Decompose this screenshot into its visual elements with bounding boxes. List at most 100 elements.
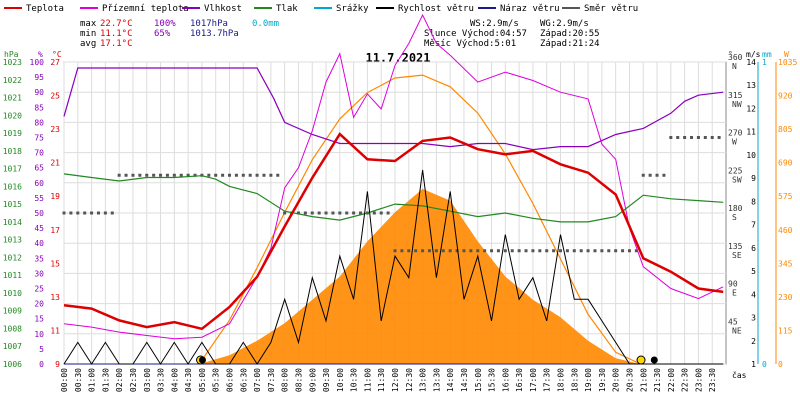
pct-tick: 0 <box>39 360 44 369</box>
wind-dir-point <box>510 249 514 253</box>
pct-tick: 5 <box>39 345 44 354</box>
x-tick: 04:00 <box>170 368 179 392</box>
wind-dir-point <box>545 249 549 253</box>
ms-tick: 9 <box>751 174 756 183</box>
x-tick: 06:00 <box>226 368 235 392</box>
wind-dir-point <box>76 211 80 215</box>
stat-value: 1013.7hPa <box>190 29 239 39</box>
ms-tick: 2 <box>751 337 756 346</box>
dir-tick-label: SW <box>732 175 742 184</box>
pct-tick: 55 <box>34 194 44 203</box>
wind-dir-point <box>138 173 142 177</box>
hpa-tick: 1011 <box>3 271 22 280</box>
axis-unit-label: W <box>784 50 789 59</box>
dir-tick: 315 <box>728 91 743 100</box>
celsius-tick: 9 <box>55 360 60 369</box>
humidity-line <box>63 67 724 151</box>
axis-unit-label: % <box>38 50 43 59</box>
wind-dir-point <box>683 136 687 139</box>
wind-dir-point <box>372 211 376 215</box>
wind-dir-point <box>145 173 149 177</box>
wind-dir-point <box>614 249 618 253</box>
wind-dir-point <box>186 173 190 177</box>
wind-dir-point <box>83 211 87 215</box>
pct-tick: 60 <box>34 179 44 188</box>
dir-tick-label: NW <box>732 100 742 109</box>
ms-tick: 7 <box>751 221 756 230</box>
ms-tick: 6 <box>751 244 756 253</box>
celsius-tick: 11 <box>50 326 60 335</box>
pct-tick: 70 <box>34 149 44 158</box>
x-tick: 15:00 <box>474 368 483 392</box>
wind-dir-point <box>483 249 487 253</box>
stat-moonset: Západ:21:24 <box>540 39 600 49</box>
x-tick: 03:00 <box>143 368 152 392</box>
ms-tick: 10 <box>746 151 756 160</box>
stat-value: 0.0mm <box>252 19 279 29</box>
wind-dir-point <box>255 173 259 177</box>
w-tick: 345 <box>778 259 793 268</box>
x-tick: 20:00 <box>612 368 621 392</box>
wind-dir-point <box>193 173 197 177</box>
x-tick: 14:30 <box>460 368 469 392</box>
wind-dir-point <box>248 173 252 177</box>
x-tick: 09:00 <box>308 368 317 392</box>
w-tick: 115 <box>778 326 793 335</box>
x-tick: 04:30 <box>184 368 193 392</box>
legend: Teplota Přízemní teplota Vlhkost Tlak Srážky… <box>4 4 638 14</box>
hpa-tick: 1010 <box>3 289 22 298</box>
celsius-tick: 21 <box>50 159 60 168</box>
wind-dir-point <box>96 211 100 215</box>
dir-tick: 360 <box>728 53 743 62</box>
x-tick: 05:30 <box>212 368 221 392</box>
hpa-tick: 1022 <box>3 76 22 85</box>
stat-ws: WS:2.9m/s <box>470 19 519 29</box>
ms-tick: 4 <box>751 290 756 299</box>
stat-label: max <box>80 19 97 29</box>
wind-dir-point <box>283 211 287 215</box>
wind-dir-point <box>503 249 507 253</box>
wind-dir-point <box>221 173 225 177</box>
wind-dir-point <box>324 211 328 215</box>
hpa-tick: 1021 <box>3 94 22 103</box>
x-tick: 07:30 <box>267 368 276 392</box>
axis-unit-label: mm <box>762 50 772 59</box>
wind-dir-point <box>228 173 231 177</box>
ms-tick: 13 <box>746 81 756 90</box>
x-tick: 19:30 <box>598 368 607 392</box>
wind-dir-point <box>462 249 466 253</box>
stat-value: 22.7°C <box>100 19 133 29</box>
wind-dir-point <box>214 173 218 177</box>
wind-dir-point <box>579 249 583 253</box>
celsius-tick: 27 <box>50 58 60 67</box>
x-tick: 22:30 <box>681 368 690 392</box>
x-tick: 14:00 <box>446 368 455 392</box>
wind-dir-point <box>662 173 666 177</box>
wind-dir-point <box>710 136 714 139</box>
x-tick: 22:00 <box>667 368 676 392</box>
pct-tick: 50 <box>34 209 44 218</box>
pct-tick: 25 <box>34 285 44 294</box>
wind-dir-point <box>490 249 494 253</box>
pct-tick: 75 <box>34 134 44 143</box>
dir-tick-label: N <box>732 62 737 71</box>
pct-tick: 15 <box>34 315 44 324</box>
wind-dir-point <box>538 249 542 253</box>
legend-label: Rychlost větru <box>398 4 474 14</box>
mm-tick: 0 <box>762 360 767 369</box>
wind-dir-point <box>696 136 700 139</box>
pct-tick: 95 <box>34 73 44 82</box>
x-tick: 13:30 <box>432 368 441 392</box>
x-tick: 15:30 <box>488 368 497 392</box>
pct-tick: 90 <box>34 88 44 97</box>
celsius-tick: 13 <box>50 293 60 302</box>
hpa-tick: 1023 <box>3 58 22 67</box>
hpa-tick: 1016 <box>3 182 22 191</box>
pct-tick: 45 <box>34 224 44 233</box>
wind-dir-point <box>303 211 307 215</box>
stat-moonrise: Měsíc Východ:5:01 <box>424 39 516 49</box>
dir-tick: 135 <box>728 242 743 251</box>
legend-label: Tlak <box>276 4 298 14</box>
wind-dir-point <box>669 136 673 139</box>
axis-unit-label: ° <box>728 50 733 59</box>
